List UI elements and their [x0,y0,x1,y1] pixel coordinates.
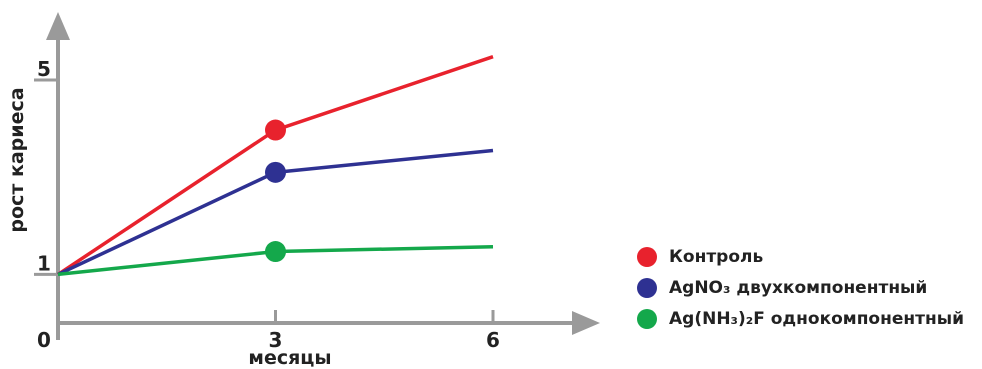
data-point-marker [265,161,286,183]
legend-label: Контроль [669,246,764,267]
legend: Контроль AgNO₃ двухкомпонентный Ag(NH₃)₂F … [637,241,977,334]
legend-marker [637,308,657,329]
y-axis-title: рост кариеса [6,87,28,232]
data-point-marker [265,119,286,141]
legend-label: AgNO₃ двухкомпонентный [669,277,928,298]
legend-item: AgNO₃ двухкомпонентный [637,272,977,303]
x-tick-label: 3 [269,328,283,352]
y-tick-label: 5 [37,57,51,81]
x-axis-arrow [572,311,600,335]
legend-label: Ag(NH₃)₂F однокомпонентный [669,308,965,329]
legend-marker [637,277,657,298]
ticks: 0 3 6 1 5 [34,57,500,352]
legend-item: Ag(NH₃)₂F однокомпонентный [637,303,977,334]
x-axis-title: месяцы [248,347,331,369]
series-group [57,55,494,277]
x-tick-label: 0 [37,328,51,352]
x-tick-label: 6 [486,328,500,352]
axes [46,12,600,340]
y-axis-arrow [46,12,70,40]
y-tick-label: 1 [37,251,51,275]
legend-item: Контроль [637,241,977,272]
legend-marker [637,246,657,267]
data-point-marker [265,241,286,263]
